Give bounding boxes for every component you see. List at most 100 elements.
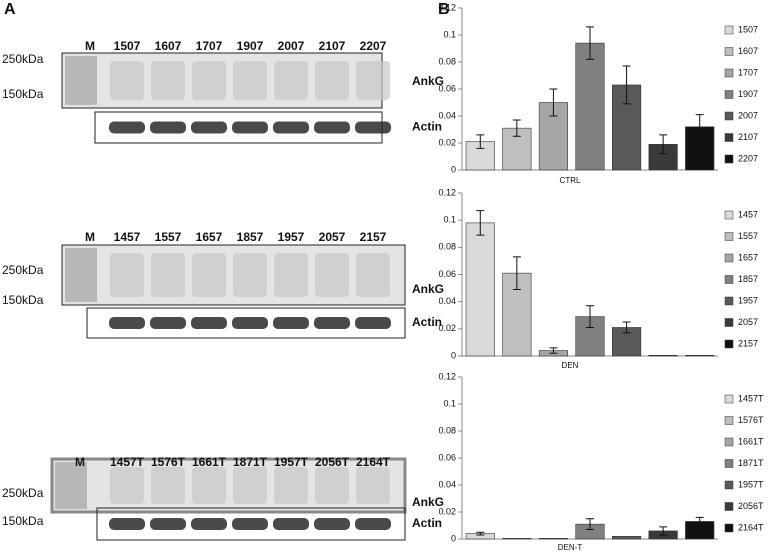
actin-band — [150, 518, 186, 530]
x-axis-label: DEN — [562, 361, 579, 370]
y-tick-label: 0.1 — [443, 398, 456, 408]
ankg-band — [274, 61, 308, 100]
actin-band — [355, 317, 391, 329]
legend-label: 1857 — [738, 274, 758, 284]
ankg-band — [192, 253, 226, 297]
ankg-band — [110, 253, 144, 297]
legend-swatch — [724, 502, 734, 511]
ankg-band — [274, 467, 308, 504]
legend-swatch — [724, 25, 734, 35]
legend-swatch — [724, 111, 734, 121]
lane-label: 1707 — [196, 39, 223, 53]
lane-label: M — [85, 230, 95, 244]
y-tick-label: 0.06 — [438, 83, 456, 93]
band-label: Actin — [412, 120, 442, 134]
legend-swatch — [724, 394, 734, 404]
ankg-band — [233, 61, 267, 100]
lane-label: 1457 — [114, 230, 141, 244]
legend-label: 2157 — [738, 338, 758, 348]
ankg-band — [233, 467, 267, 504]
legend-label: 1457 — [738, 209, 758, 219]
legend-swatch — [724, 275, 734, 284]
legend-label: 2164T — [738, 522, 764, 532]
lane-label: 1957 — [278, 230, 305, 244]
error-bar — [659, 134, 668, 155]
legend-swatch — [724, 339, 734, 349]
legend-label: 1507 — [738, 24, 758, 34]
ankg-band — [315, 61, 349, 100]
error-bar — [476, 134, 485, 149]
y-tick-label: 0.08 — [438, 425, 456, 435]
lane-label: M — [75, 455, 85, 469]
bar — [648, 355, 678, 357]
lane-label: 2164T — [356, 455, 391, 469]
marker-label: 150kDa — [2, 293, 44, 307]
band-label: AnkG — [412, 282, 444, 296]
band-label: AnkG — [412, 74, 444, 88]
actin-box — [94, 111, 383, 144]
actin-band — [355, 121, 391, 134]
ankg-band — [151, 467, 185, 504]
legend-label: 2057 — [738, 317, 758, 327]
marker-label: 150kDa — [2, 514, 44, 528]
y-tick-label: 0.08 — [438, 56, 456, 66]
ankg-band — [356, 61, 390, 100]
ankg-band — [192, 467, 226, 504]
actin-band — [314, 317, 350, 329]
lane-label: 1661T — [192, 455, 227, 469]
legend-swatch — [724, 210, 734, 220]
ankg-band — [233, 253, 267, 297]
marker-lane — [65, 56, 97, 105]
ankg-band — [192, 61, 226, 100]
error-bar — [659, 526, 668, 536]
ankg-band — [356, 253, 390, 297]
panel-label: B — [438, 1, 450, 18]
actin-band — [232, 317, 268, 329]
legend-label: 1557 — [738, 231, 758, 241]
actin-box — [86, 307, 406, 339]
lane-label: 2157 — [360, 230, 387, 244]
legend-label: 1457T — [738, 393, 764, 403]
y-tick-label: 0 — [451, 164, 456, 174]
actin-band — [314, 518, 350, 530]
actin-band — [355, 518, 391, 530]
bar — [612, 535, 642, 540]
error-bar — [586, 26, 594, 60]
error-bar — [622, 321, 631, 334]
legend-swatch — [724, 480, 734, 490]
legend-swatch — [724, 416, 734, 425]
ankg-band — [356, 467, 390, 504]
error-bar — [476, 210, 485, 236]
legend-label: 2056T — [738, 501, 764, 511]
lane-label: 1457T — [110, 455, 145, 469]
y-tick-label: 0.12 — [438, 187, 456, 197]
bar — [685, 355, 715, 357]
legend-swatch — [724, 459, 734, 468]
band-label: Actin — [412, 315, 442, 329]
y-tick-label: 0 — [451, 350, 456, 360]
marker-label: 150kDa — [2, 87, 44, 101]
actin-band — [273, 518, 309, 530]
legend-swatch — [724, 232, 734, 241]
y-tick-label: 0.04 — [438, 479, 456, 489]
x-axis-label: DEN-T — [558, 543, 583, 552]
ankg-band — [110, 61, 144, 100]
lane-label: 1907 — [237, 39, 264, 53]
legend-label: 1576T — [738, 415, 764, 425]
actin-band — [273, 317, 309, 329]
ankg-band — [151, 253, 185, 297]
error-bar — [586, 305, 594, 328]
panel-label: A — [4, 1, 16, 18]
marker-label: 250kDa — [2, 52, 44, 66]
legend-label: 1907 — [738, 89, 758, 99]
bar — [465, 222, 495, 357]
legend-swatch — [724, 68, 734, 78]
lane-label: 2107 — [319, 39, 346, 53]
actin-band — [109, 317, 145, 329]
error-bar — [695, 516, 704, 526]
y-tick-label: 0.1 — [443, 29, 456, 39]
y-tick-label: 0.1 — [443, 215, 456, 225]
actin-band — [109, 121, 145, 134]
y-tick-label: 0.12 — [438, 2, 456, 12]
